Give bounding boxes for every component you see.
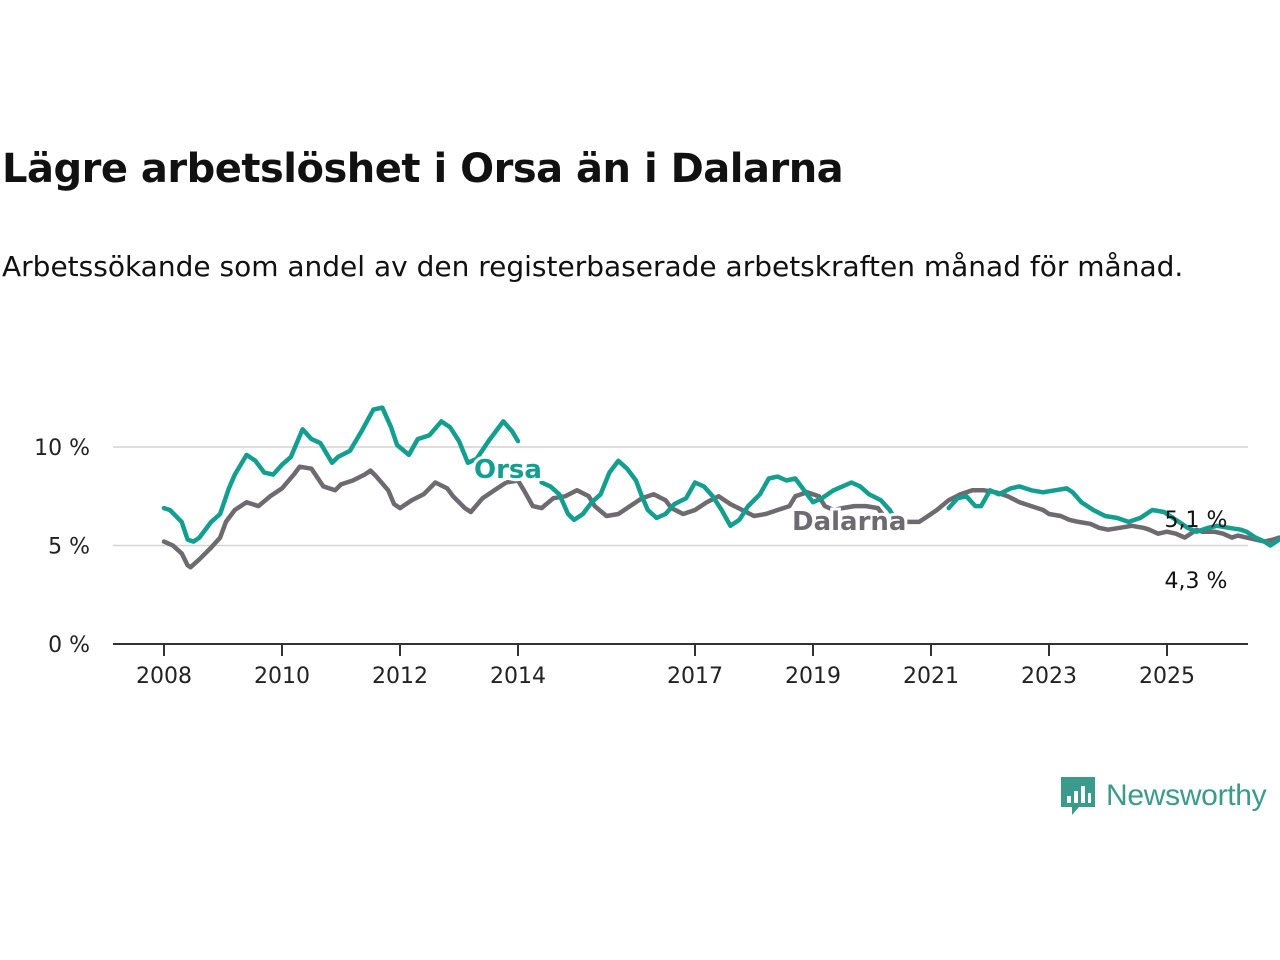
newsworthy-logo[interactable]: Newsworthy [1058, 774, 1267, 818]
y-tick-label: 0 % [48, 633, 90, 658]
series-labels: 5,1 % 4,3 % Orsa Dalarna [471, 452, 1228, 594]
series-lines [161, 405, 1280, 570]
y-tick-label: 5 % [48, 535, 90, 560]
newsworthy-logo-icon [1061, 777, 1095, 815]
series-line-3 [946, 484, 1280, 548]
x-tick-label: 2008 [136, 664, 192, 689]
chart-title: Lägre arbetslöshet i Orsa än i Dalarna [2, 146, 844, 192]
x-tick-label: 2019 [785, 664, 841, 689]
x-tick-label: 2023 [1021, 664, 1077, 689]
series-line-1 [161, 405, 521, 544]
x-tick-label: 2014 [490, 664, 546, 689]
x-tick-label: 2017 [667, 664, 723, 689]
x-tick-label: 2010 [254, 664, 310, 689]
x-tick-label: 2021 [903, 664, 959, 689]
series-line-0 [161, 464, 1280, 570]
x-tick-label: 2025 [1139, 664, 1195, 689]
y-tick-label: 10 % [34, 436, 90, 461]
chart-subtitle: Arbetssökande som andel av den registerb… [2, 250, 1184, 283]
orsa-series-label: Orsa [474, 455, 542, 485]
dalarna-end-label: 5,1 % [1165, 508, 1228, 533]
brand-name: Newsworthy [1106, 779, 1267, 812]
x-tick-label: 2012 [372, 664, 428, 689]
gridlines: 0 % 5 % 10 % [34, 436, 1248, 658]
dalarna-series-label: Dalarna [792, 507, 906, 537]
series-line-2 [539, 458, 907, 529]
orsa-end-label: 4,3 % [1165, 569, 1228, 594]
x-axis: 2008 2010 2012 2014 2017 2019 2021 2023 2025 [113, 643, 1248, 689]
